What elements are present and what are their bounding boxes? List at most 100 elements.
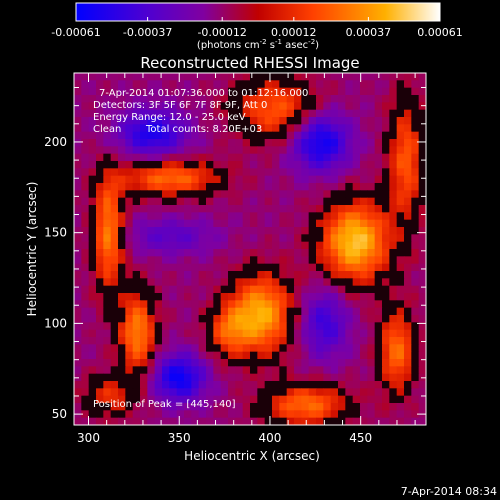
heatmap-cell — [154, 87, 163, 96]
heatmap-cell — [110, 329, 119, 338]
heatmap-cell — [220, 307, 229, 316]
heatmap-cell — [264, 337, 273, 345]
heatmap-cell — [125, 80, 134, 89]
heatmap-cell — [316, 131, 324, 140]
heatmap-cell — [323, 219, 332, 228]
heatmap-cell — [345, 80, 354, 89]
heatmap-cell — [374, 95, 383, 103]
heatmap-cell — [330, 315, 339, 323]
heatmap-cell — [279, 278, 288, 287]
heatmap-cell — [374, 153, 383, 162]
heatmap-cell — [132, 403, 141, 411]
heatmap-cell — [242, 337, 251, 345]
heatmap-cell — [213, 315, 222, 323]
heatmap-cell — [162, 175, 170, 184]
heatmap-cell — [118, 417, 126, 425]
heatmap-cell — [74, 256, 82, 265]
heatmap-cell — [88, 300, 97, 309]
heatmap-cell — [404, 190, 412, 199]
heatmap-cell — [264, 293, 273, 301]
heatmap-cell — [360, 256, 368, 265]
heatmap-cell — [330, 146, 339, 155]
heatmap-cell — [360, 293, 368, 301]
heatmap-cell — [308, 285, 317, 294]
heatmap-cell — [198, 359, 207, 367]
heatmap-cell — [198, 190, 207, 199]
heatmap-cell — [206, 417, 214, 425]
heatmap-cell — [360, 219, 368, 228]
heatmap-cell — [147, 307, 156, 316]
heatmap-cell — [360, 373, 368, 382]
heatmap-cell — [360, 263, 368, 272]
heatmap-cell — [191, 366, 200, 375]
heatmap-cell — [242, 381, 251, 389]
heatmap-cell — [74, 153, 82, 162]
heatmap-cell — [382, 344, 390, 353]
heatmap-cell — [220, 102, 229, 111]
heatmap-cell — [352, 322, 361, 331]
heatmap-cell — [125, 278, 134, 287]
heatmap-cell — [147, 344, 156, 353]
heatmap-cell — [162, 293, 170, 301]
heatmap-cell — [118, 212, 126, 221]
heatmap-cell — [367, 117, 376, 125]
heatmap-cell — [316, 95, 324, 103]
heatmap-cell — [250, 234, 258, 243]
heatmap-cell — [242, 139, 251, 147]
heatmap-cell — [110, 366, 119, 375]
heatmap-cell — [257, 271, 266, 279]
heatmap-cell — [286, 417, 295, 425]
heatmap-cell — [88, 241, 97, 250]
heatmap-cell — [228, 234, 236, 243]
heatmap-cell — [338, 285, 346, 294]
heatmap-cell — [389, 351, 398, 360]
heatmap-cell — [338, 337, 346, 345]
heatmap-cell — [96, 161, 104, 169]
heatmap-cell — [352, 95, 361, 103]
heatmap-cell — [308, 322, 317, 331]
heatmap-cell — [360, 395, 368, 404]
heatmap-cell — [250, 300, 258, 309]
heatmap-cell — [198, 278, 207, 287]
heatmap-cell — [169, 197, 178, 206]
heatmap-cell — [213, 124, 222, 133]
heatmap-cell — [279, 271, 288, 279]
heatmap-cell — [374, 183, 383, 191]
heatmap-cell — [147, 285, 156, 294]
heatmap-cell — [162, 146, 170, 155]
heatmap-cell — [154, 337, 163, 345]
heatmap-cell — [96, 95, 104, 103]
heatmap-cell — [118, 234, 126, 243]
heatmap-cell — [338, 95, 346, 103]
heatmap-cell — [279, 205, 288, 213]
heatmap-cell — [74, 102, 82, 111]
heatmap-cell — [184, 388, 192, 397]
heatmap-cell — [140, 124, 148, 133]
heatmap-cell — [411, 153, 420, 162]
heatmap-cell — [374, 227, 383, 235]
heatmap-cell — [404, 117, 412, 125]
heatmap-cell — [404, 109, 412, 118]
heatmap-cell — [147, 249, 156, 257]
heatmap-cell — [96, 351, 104, 360]
heatmap-cell — [352, 175, 361, 184]
heatmap-cell — [338, 417, 346, 425]
heatmap-cell — [242, 300, 251, 309]
heatmap-cell — [367, 373, 376, 382]
heatmap-cell — [74, 329, 82, 338]
heatmap-cell — [316, 146, 324, 155]
heatmap-cell — [103, 417, 112, 425]
heatmap-cell — [272, 388, 280, 397]
heatmap-cell — [345, 146, 354, 155]
heatmap-cell — [286, 395, 295, 404]
heatmap-cell — [279, 329, 288, 338]
heatmap-cell — [184, 241, 192, 250]
heatmap-cell — [184, 271, 192, 279]
heatmap-cell — [411, 190, 420, 199]
heatmap-cell — [411, 131, 420, 140]
x-axis-label: Heliocentric X (arcsec) — [184, 449, 320, 463]
heatmap-cell — [228, 373, 236, 382]
heatmap-cell — [125, 212, 134, 221]
heatmap-cell — [184, 73, 192, 81]
heatmap-cell — [301, 373, 310, 382]
